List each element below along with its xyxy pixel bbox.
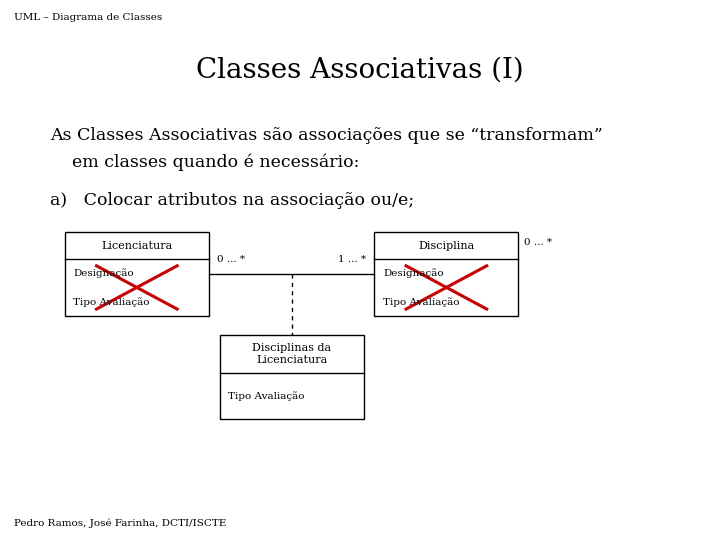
Text: Tipo Avaliação: Tipo Avaliação	[383, 297, 459, 307]
Text: 0 ... *: 0 ... *	[217, 255, 246, 265]
Text: 0 ... *: 0 ... *	[524, 238, 552, 247]
Text: Disciplinas da
Licenciatura: Disciplinas da Licenciatura	[252, 343, 331, 365]
Text: Designação: Designação	[383, 268, 444, 278]
Text: 1 ... *: 1 ... *	[338, 255, 366, 265]
Bar	[65, 232, 209, 316]
Text: Classes Associativas (I): Classes Associativas (I)	[196, 57, 524, 84]
Text: As Classes Associativas são associações que se “transformam”: As Classes Associativas são associações …	[50, 127, 603, 144]
Text: Tipo Avaliação: Tipo Avaliação	[228, 391, 305, 401]
Bar	[374, 232, 518, 316]
Text: Pedro Ramos, José Farinha, DCTI/ISCTE: Pedro Ramos, José Farinha, DCTI/ISCTE	[14, 518, 227, 528]
Text: em classes quando é necessário:: em classes quando é necessário:	[50, 154, 360, 171]
Text: Licenciatura: Licenciatura	[102, 241, 172, 251]
Text: a)   Colocar atributos na associação ou/e;: a) Colocar atributos na associação ou/e;	[50, 192, 415, 208]
Text: Disciplina: Disciplina	[418, 241, 474, 251]
Text: Designação: Designação	[73, 268, 134, 278]
Bar	[220, 335, 364, 418]
Text: Tipo Avaliação: Tipo Avaliação	[73, 297, 150, 307]
Text: UML – Diagrama de Classes: UML – Diagrama de Classes	[14, 14, 163, 23]
